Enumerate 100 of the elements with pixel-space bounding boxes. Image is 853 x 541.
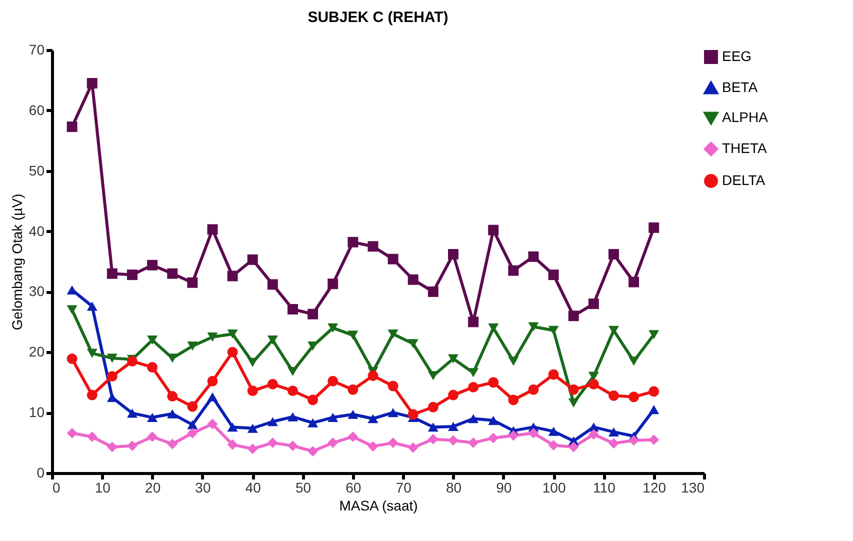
- point: [348, 330, 358, 340]
- point: [628, 356, 640, 366]
- legend-label: DELTA: [722, 172, 766, 188]
- point: [106, 442, 118, 452]
- point: [608, 390, 619, 401]
- legend-label: BETA: [722, 79, 758, 95]
- point: [287, 304, 298, 314]
- point: [428, 402, 438, 412]
- point: [106, 268, 118, 279]
- y-tick-label: 30: [28, 283, 45, 300]
- point: [127, 440, 138, 452]
- point: [448, 422, 458, 432]
- point: [287, 386, 298, 396]
- point: [127, 356, 138, 366]
- x-axis-title: MASA (saat): [339, 498, 418, 514]
- x-tick-label: 130: [681, 480, 705, 496]
- point: [207, 332, 218, 342]
- point: [308, 308, 318, 320]
- point: [628, 392, 640, 402]
- point: [508, 430, 519, 441]
- point: [207, 392, 218, 402]
- point: [528, 428, 539, 438]
- point: [408, 442, 418, 453]
- point: [127, 270, 138, 280]
- point: [287, 440, 298, 452]
- point: [308, 394, 318, 406]
- point: [86, 78, 98, 88]
- y-tick-label: 60: [28, 102, 45, 118]
- y-tick-label: 40: [28, 222, 45, 239]
- point: [227, 346, 238, 358]
- point: [348, 432, 358, 442]
- point: [287, 412, 298, 422]
- point: [568, 384, 579, 395]
- x-tick-label: 50: [295, 480, 312, 496]
- point: [428, 422, 438, 432]
- point: [508, 265, 519, 276]
- point: [147, 336, 158, 345]
- x-tick-label: 110: [593, 480, 616, 496]
- point: [468, 368, 479, 378]
- point: [608, 438, 619, 449]
- point: [568, 442, 579, 452]
- point: [548, 440, 559, 450]
- point: [247, 424, 258, 433]
- point: [267, 438, 278, 448]
- point: [528, 322, 539, 332]
- point: [167, 268, 178, 279]
- point: [448, 390, 458, 400]
- point: [488, 377, 499, 388]
- point: [227, 329, 238, 339]
- point: [468, 382, 479, 392]
- point: [388, 329, 398, 339]
- point: [167, 354, 178, 363]
- point: [488, 416, 499, 425]
- point: [488, 224, 499, 236]
- point: [548, 369, 559, 380]
- point: [207, 224, 218, 235]
- point: [368, 241, 378, 252]
- point: [267, 336, 278, 345]
- point: [66, 122, 78, 132]
- point: [207, 376, 218, 386]
- point: [368, 441, 378, 452]
- point: [368, 370, 378, 381]
- point: [368, 414, 378, 424]
- x-tick-label: 70: [396, 480, 412, 496]
- point: [267, 279, 278, 290]
- point: [106, 371, 118, 382]
- point: [528, 251, 539, 262]
- point: [348, 236, 358, 248]
- point: [308, 446, 318, 456]
- point: [548, 426, 559, 436]
- point: [187, 342, 198, 351]
- point: [468, 414, 479, 424]
- point: [66, 354, 78, 364]
- point: [508, 356, 519, 366]
- point: [86, 432, 98, 442]
- point: [287, 366, 298, 376]
- point: [167, 391, 178, 402]
- legend-label: ALPHA: [722, 109, 769, 125]
- point: [548, 270, 559, 280]
- point: [267, 417, 278, 426]
- point: [167, 409, 178, 418]
- point: [187, 401, 198, 412]
- point: [388, 380, 398, 392]
- point: [448, 435, 458, 446]
- point: [66, 428, 78, 438]
- x-tick-label: 10: [94, 480, 111, 496]
- point: [588, 378, 599, 390]
- point: [167, 438, 178, 450]
- point: [308, 418, 318, 428]
- y-tick-label: 70: [28, 42, 45, 58]
- point: [608, 326, 619, 335]
- point: [428, 286, 438, 297]
- point: [86, 348, 98, 358]
- point: [147, 362, 158, 372]
- y-tick-label: 20: [28, 344, 45, 360]
- point: [127, 408, 138, 418]
- point: [648, 434, 660, 446]
- point: [328, 438, 338, 448]
- x-tick-label: 0: [52, 480, 60, 496]
- y-tick-label: 0: [36, 464, 45, 480]
